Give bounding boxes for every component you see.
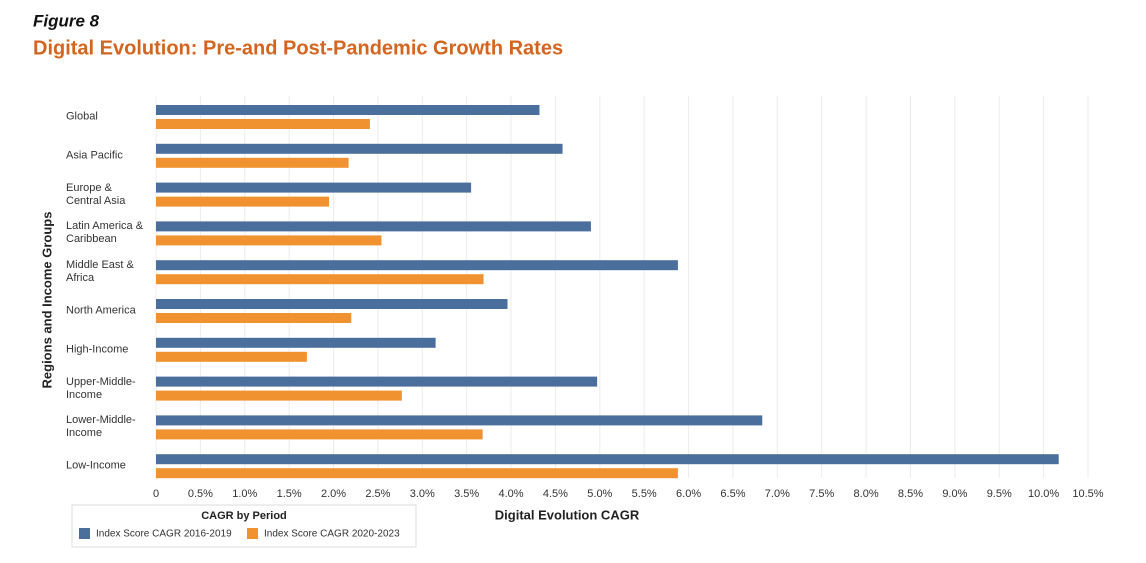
bar bbox=[156, 337, 436, 348]
x-tick-label: 5.0% bbox=[587, 488, 612, 500]
x-tick-label: 6.5% bbox=[720, 488, 745, 500]
bar bbox=[156, 143, 563, 154]
x-tick-label: 2.0% bbox=[321, 488, 346, 500]
x-axis-title: Digital Evolution CAGR bbox=[495, 507, 640, 522]
y-tick-label: Lower-Middle-Income bbox=[66, 414, 136, 440]
bar bbox=[156, 105, 540, 115]
bar bbox=[156, 119, 370, 129]
x-tick-label: 1.5% bbox=[277, 488, 302, 500]
legend-swatch bbox=[79, 528, 90, 539]
x-tick-label: 1.0% bbox=[232, 488, 257, 500]
y-tick-label: Upper-Middle-Income bbox=[66, 375, 136, 401]
bar bbox=[156, 196, 330, 207]
x-tick-label: 4.0% bbox=[499, 488, 524, 500]
bar bbox=[156, 221, 591, 232]
x-tick-label: 4.5% bbox=[543, 488, 568, 500]
figure-label: Figure 8 bbox=[33, 11, 100, 30]
legend-label: Index Score CAGR 2016-2019 bbox=[96, 529, 232, 540]
y-tick-label: North America bbox=[66, 304, 136, 317]
y-tick-label: Middle East & Africa bbox=[66, 259, 134, 285]
bar bbox=[156, 260, 678, 271]
x-tick-label: 8.5% bbox=[898, 488, 923, 500]
x-tick-label: 10.5% bbox=[1072, 488, 1103, 500]
legend-swatch bbox=[247, 528, 258, 539]
x-tick-label: 3.5% bbox=[454, 488, 479, 500]
bar bbox=[156, 299, 508, 309]
bar bbox=[156, 415, 763, 426]
x-tick-label: 0.5% bbox=[188, 488, 213, 500]
x-tick-label: 3.0% bbox=[410, 488, 435, 500]
x-tick-label: 9.5% bbox=[987, 488, 1012, 500]
y-axis-title: Regions and Income Groups bbox=[39, 212, 54, 389]
bar bbox=[156, 274, 484, 285]
bar bbox=[156, 157, 349, 168]
chart-title: Digital Evolution: Pre-and Post-Pandemic… bbox=[33, 37, 563, 59]
x-tick-label: 7.0% bbox=[765, 488, 790, 500]
x-tick-label: 9.0% bbox=[942, 488, 967, 500]
bar bbox=[156, 235, 382, 246]
bar bbox=[156, 182, 472, 193]
bar bbox=[156, 390, 402, 401]
x-tick-label: 6.0% bbox=[676, 488, 701, 500]
x-tick-label: 5.5% bbox=[632, 488, 657, 500]
x-tick-label: 2.5% bbox=[365, 488, 390, 500]
legend-title: CAGR by Period bbox=[201, 510, 287, 522]
bar bbox=[156, 351, 307, 362]
y-tick-label: High-Income bbox=[66, 343, 129, 356]
y-tick-label: Global bbox=[66, 110, 98, 123]
bar bbox=[156, 454, 1059, 465]
y-tick-label: Europe & Central Asia bbox=[66, 181, 126, 207]
legend-box bbox=[71, 504, 417, 548]
legend-label: Index Score CAGR 2020-2023 bbox=[264, 529, 400, 540]
bar bbox=[156, 376, 598, 387]
y-tick-label: Asia Pacific bbox=[66, 149, 123, 162]
bar bbox=[156, 429, 483, 440]
y-tick-label: Latin America & Caribbean bbox=[66, 220, 144, 246]
y-tick-label: Low-Income bbox=[66, 459, 126, 472]
x-tick-label: 10.0% bbox=[1028, 488, 1059, 500]
x-tick-label: 8.0% bbox=[854, 488, 879, 500]
bar bbox=[156, 313, 352, 323]
x-tick-label: 0 bbox=[153, 488, 159, 500]
x-tick-label: 7.5% bbox=[809, 488, 834, 500]
bar bbox=[156, 468, 678, 479]
